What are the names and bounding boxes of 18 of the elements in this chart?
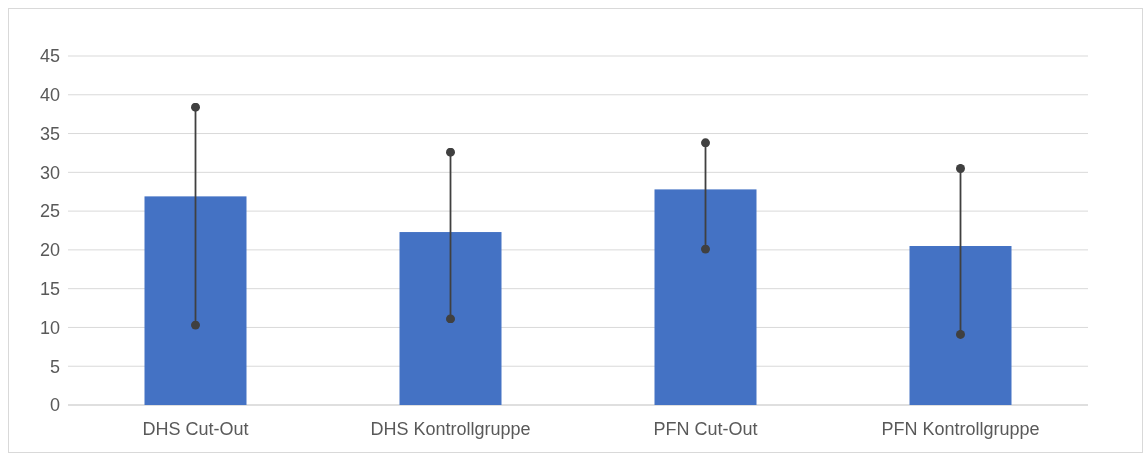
bar	[909, 246, 1012, 405]
x-tick-label: PFN Cut-Out	[653, 419, 758, 439]
y-tick-label: 10	[39, 317, 60, 338]
x-tick-label: PFN Kontrollgruppe	[881, 419, 1040, 439]
y-tick-label: 45	[39, 46, 60, 67]
x-tick-label: DHS Kontrollgruppe	[370, 419, 531, 439]
bar	[654, 189, 757, 405]
y-tick-label: 20	[39, 240, 60, 261]
y-tick-label: 5	[49, 356, 60, 377]
bar	[399, 232, 502, 405]
y-tick-label: 15	[39, 278, 60, 299]
y-tick-label: 35	[39, 123, 60, 144]
y-tick-label: 30	[39, 162, 60, 183]
y-tick-label: 40	[39, 85, 60, 106]
x-tick-label: DHS Cut-Out	[142, 419, 249, 439]
y-tick-label: 25	[39, 201, 60, 222]
bar	[144, 196, 247, 405]
y-tick-label: 0	[49, 395, 60, 416]
